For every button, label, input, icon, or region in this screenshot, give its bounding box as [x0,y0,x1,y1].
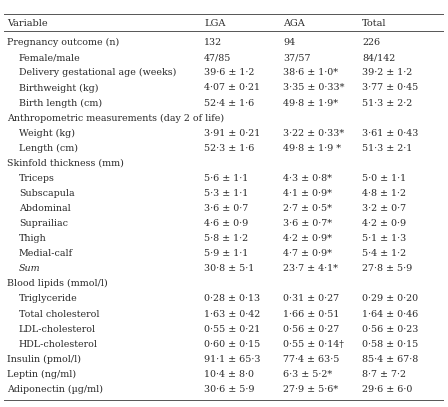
Text: 3·77 ± 0·45: 3·77 ± 0·45 [362,83,418,92]
Text: Triceps: Triceps [19,174,55,183]
Text: 0·58 ± 0·15: 0·58 ± 0·15 [362,340,418,349]
Text: 30·6 ± 5·9: 30·6 ± 5·9 [204,385,255,394]
Text: Skinfold thickness (mm): Skinfold thickness (mm) [7,159,124,168]
Text: 10·4 ± 8·0: 10·4 ± 8·0 [204,370,254,379]
Text: 0·29 ± 0·20: 0·29 ± 0·20 [362,295,418,304]
Text: 84/142: 84/142 [362,53,396,62]
Text: 0·55 ± 0·14†: 0·55 ± 0·14† [283,340,344,349]
Text: 27·8 ± 5·9: 27·8 ± 5·9 [362,264,413,274]
Text: 2·7 ± 0·5*: 2·7 ± 0·5* [283,204,332,213]
Text: 27·9 ± 5·6*: 27·9 ± 5·6* [283,385,339,394]
Text: 49·8 ± 1·9 *: 49·8 ± 1·9 * [283,144,341,153]
Text: Triglyceride: Triglyceride [19,295,78,304]
Text: AGA: AGA [283,19,305,28]
Text: Leptin (ng/ml): Leptin (ng/ml) [7,370,76,379]
Text: 77·4 ± 63·5: 77·4 ± 63·5 [283,355,340,364]
Text: 5·1 ± 1·3: 5·1 ± 1·3 [362,234,406,243]
Text: 4·3 ± 0·8*: 4·3 ± 0·8* [283,174,332,183]
Text: 3·91 ± 0·21: 3·91 ± 0·21 [204,129,260,138]
Text: Birth length (cm): Birth length (cm) [19,98,102,107]
Text: 3·6 ± 0·7: 3·6 ± 0·7 [204,204,249,213]
Text: Variable: Variable [7,19,47,28]
Text: 29·6 ± 6·0: 29·6 ± 6·0 [362,385,413,394]
Text: 51·3 ± 2·1: 51·3 ± 2·1 [362,144,413,153]
Text: Sum: Sum [19,264,41,274]
Text: 3·35 ± 0·33*: 3·35 ± 0·33* [283,83,345,92]
Text: 0·55 ± 0·21: 0·55 ± 0·21 [204,325,260,334]
Text: 52·3 ± 1·6: 52·3 ± 1·6 [204,144,254,153]
Text: Total cholesterol: Total cholesterol [19,310,99,319]
Text: Delivery gestational age (weeks): Delivery gestational age (weeks) [19,68,177,77]
Text: 3·22 ± 0·33*: 3·22 ± 0·33* [283,129,345,138]
Text: Length (cm): Length (cm) [19,144,78,153]
Text: 5·0 ± 1·1: 5·0 ± 1·1 [362,174,406,183]
Text: Birthweight (kg): Birthweight (kg) [19,83,99,92]
Text: 39·6 ± 1·2: 39·6 ± 1·2 [204,68,254,77]
Text: 132: 132 [204,38,222,47]
Text: 5·4 ± 1·2: 5·4 ± 1·2 [362,249,406,258]
Text: 5·9 ± 1·1: 5·9 ± 1·1 [204,249,249,258]
Text: Abdominal: Abdominal [19,204,71,213]
Text: 47/85: 47/85 [204,53,232,62]
Text: 6·3 ± 5·2*: 6·3 ± 5·2* [283,370,332,379]
Text: 0·31 ± 0·27: 0·31 ± 0·27 [283,295,340,304]
Text: 23·7 ± 4·1*: 23·7 ± 4·1* [283,264,338,274]
Text: Blood lipids (mmol/l): Blood lipids (mmol/l) [7,279,108,289]
Text: 4·8 ± 1·2: 4·8 ± 1·2 [362,189,406,198]
Text: Adiponectin (µg/ml): Adiponectin (µg/ml) [7,385,103,394]
Text: 1·63 ± 0·42: 1·63 ± 0·42 [204,310,260,319]
Text: Insulin (pmol/l): Insulin (pmol/l) [7,355,81,364]
Text: 0·56 ± 0·27: 0·56 ± 0·27 [283,325,340,334]
Text: 4·1 ± 0·9*: 4·1 ± 0·9* [283,189,332,198]
Text: Weight (kg): Weight (kg) [19,129,75,138]
Text: 5·3 ± 1·1: 5·3 ± 1·1 [204,189,249,198]
Text: Subscapula: Subscapula [19,189,75,198]
Text: 4·2 ± 0·9: 4·2 ± 0·9 [362,219,406,228]
Text: 4·6 ± 0·9: 4·6 ± 0·9 [204,219,249,228]
Text: 30·8 ± 5·1: 30·8 ± 5·1 [204,264,254,274]
Text: Suprailiac: Suprailiac [19,219,68,228]
Text: 0·60 ± 0·15: 0·60 ± 0·15 [204,340,260,349]
Text: Pregnancy outcome (n): Pregnancy outcome (n) [7,38,119,47]
Text: HDL-cholesterol: HDL-cholesterol [19,340,98,349]
Text: 0·28 ± 0·13: 0·28 ± 0·13 [204,295,260,304]
Text: 37/57: 37/57 [283,53,311,62]
Text: Thigh: Thigh [19,234,47,243]
Text: 51·3 ± 2·2: 51·3 ± 2·2 [362,98,413,107]
Text: 0·56 ± 0·23: 0·56 ± 0·23 [362,325,419,334]
Text: 38·6 ± 1·0*: 38·6 ± 1·0* [283,68,338,77]
Text: 52·4 ± 1·6: 52·4 ± 1·6 [204,98,254,107]
Text: 49·8 ± 1·9*: 49·8 ± 1·9* [283,98,338,107]
Text: LDL-cholesterol: LDL-cholesterol [19,325,96,334]
Text: Female/male: Female/male [19,53,81,62]
Text: Medial-calf: Medial-calf [19,249,73,258]
Text: 4·7 ± 0·9*: 4·7 ± 0·9* [283,249,332,258]
Text: 1·66 ± 0·51: 1·66 ± 0·51 [283,310,340,319]
Text: 39·2 ± 1·2: 39·2 ± 1·2 [362,68,413,77]
Text: 94: 94 [283,38,295,47]
Text: 85·4 ± 67·8: 85·4 ± 67·8 [362,355,418,364]
Text: 4·07 ± 0·21: 4·07 ± 0·21 [204,83,260,92]
Text: 4·2 ± 0·9*: 4·2 ± 0·9* [283,234,332,243]
Text: Anthropometric measurements (day 2 of life): Anthropometric measurements (day 2 of li… [7,114,224,123]
Text: 8·7 ± 7·2: 8·7 ± 7·2 [362,370,406,379]
Text: 3·2 ± 0·7: 3·2 ± 0·7 [362,204,406,213]
Text: 3·61 ± 0·43: 3·61 ± 0·43 [362,129,419,138]
Text: 5·8 ± 1·2: 5·8 ± 1·2 [204,234,248,243]
Text: 226: 226 [362,38,380,47]
Text: 3·6 ± 0·7*: 3·6 ± 0·7* [283,219,332,228]
Text: 5·6 ± 1·1: 5·6 ± 1·1 [204,174,249,183]
Text: 91·1 ± 65·3: 91·1 ± 65·3 [204,355,261,364]
Text: LGA: LGA [204,19,226,28]
Text: 1·64 ± 0·46: 1·64 ± 0·46 [362,310,418,319]
Text: Total: Total [362,19,387,28]
